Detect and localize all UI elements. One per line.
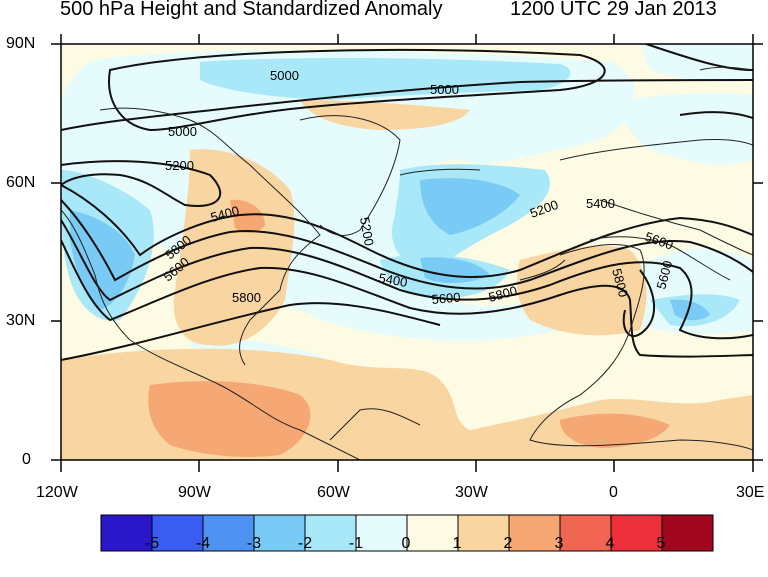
colorbar-swatch — [151, 514, 204, 552]
colorbar-label: -4 — [195, 535, 211, 552]
contour-label: 5200 — [357, 216, 377, 247]
contour-label: 5600 — [653, 259, 675, 291]
contour-label: 5000 — [270, 68, 299, 83]
colorbar-swatch — [100, 514, 153, 552]
colorbar-swatch — [508, 514, 561, 552]
colorbar-label: -2 — [297, 535, 313, 552]
lat-label: 60N — [6, 174, 36, 191]
contour-label: 5000 — [168, 124, 197, 139]
axis-ticks — [51, 34, 763, 472]
anomaly-shading — [61, 44, 753, 460]
colorbar-label: -1 — [348, 535, 364, 552]
colorbar-label: 0 — [401, 535, 411, 552]
lon-label: 0 — [609, 484, 618, 501]
colorbar-swatch — [559, 514, 612, 552]
lon-label: 30E — [736, 484, 765, 501]
colorbar-label: -5 — [144, 535, 160, 552]
contour-label: 5800 — [609, 267, 631, 299]
colorbar-swatch — [610, 514, 663, 552]
colorbar-swatch — [661, 514, 714, 552]
lon-label: 90W — [178, 484, 211, 501]
colorbar-label: 3 — [554, 535, 564, 552]
lon-label: 30W — [455, 484, 488, 501]
map-title: 500 hPa Height and Standardized Anomaly — [60, 0, 443, 20]
lat-label: 0 — [22, 451, 31, 468]
contour-label: 5200 — [165, 158, 194, 173]
colorbar-swatch — [253, 514, 306, 552]
contour-label: 5600 — [431, 290, 461, 307]
coastlines — [61, 66, 753, 460]
lat-label: 30N — [6, 312, 36, 329]
colorbar-swatch — [406, 514, 459, 552]
contour-label: 5800 — [487, 283, 519, 305]
colorbar-label: 4 — [605, 535, 615, 552]
colorbar-swatch — [202, 514, 255, 552]
colorbar-label: 5 — [656, 535, 666, 552]
colorbar — [100, 514, 714, 552]
contour-label: 5400 — [377, 270, 408, 290]
colorbar-label: 2 — [503, 535, 513, 552]
map-timestamp: 1200 UTC 29 Jan 2013 — [510, 0, 717, 20]
lon-label: 120W — [36, 484, 78, 501]
colorbar-swatch — [304, 514, 357, 552]
colorbar-label: -3 — [246, 535, 262, 552]
map-frame — [60, 43, 754, 461]
contour-label: 5400 — [586, 196, 615, 211]
contour-label: 5000 — [430, 82, 459, 97]
colorbar-label: 1 — [452, 535, 462, 552]
height-contours — [61, 44, 753, 361]
contour-label: 5400 — [209, 203, 241, 225]
lon-label: 60W — [317, 484, 350, 501]
contour-label: 5800 — [232, 290, 261, 305]
lat-label: 90N — [6, 35, 36, 52]
